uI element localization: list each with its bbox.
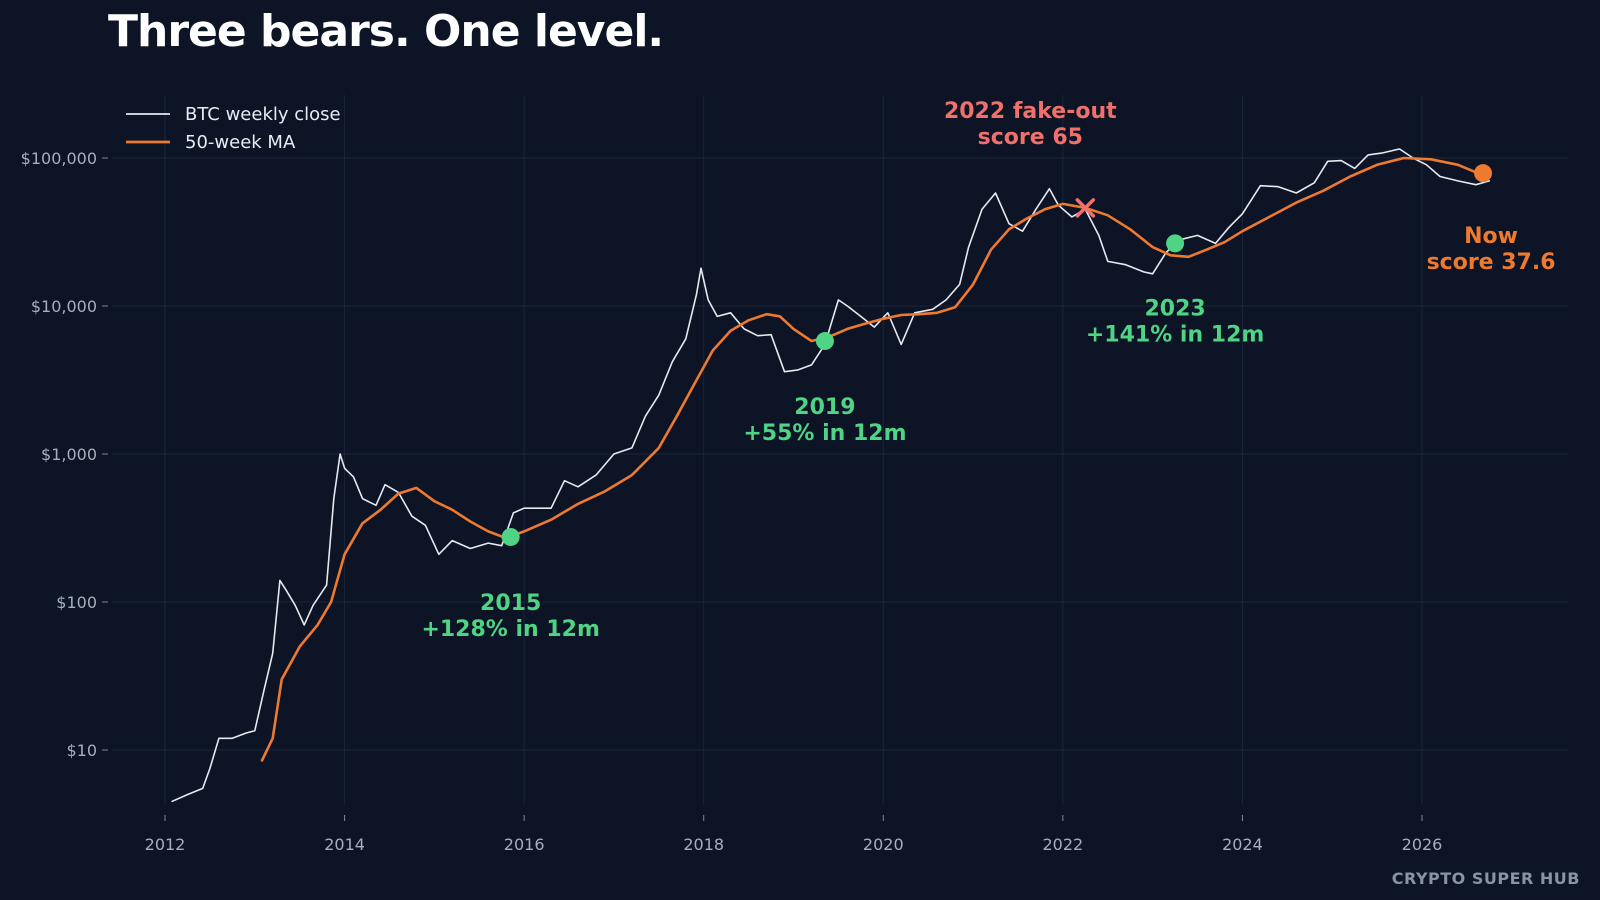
x-tick-label: 2016 <box>504 835 545 854</box>
annotation-marker <box>1075 198 1096 218</box>
brand-watermark: CRYPTO SUPER HUB <box>1391 869 1580 888</box>
y-tick-label: $10 <box>66 741 97 760</box>
annotation-marker <box>815 332 834 351</box>
annotation-label: 2022 fake-out <box>944 99 1117 124</box>
annotation-marker <box>1166 234 1185 253</box>
x-axis: 2012 2014 2016 2018 2020 2022 2024 2026 <box>145 815 1443 854</box>
annotation-marker <box>501 527 520 546</box>
series-line <box>171 148 1491 803</box>
x-tick-label: 2018 <box>683 835 724 854</box>
legend-label: BTC weekly close <box>185 104 341 125</box>
y-tick-label: $1,000 <box>41 445 97 464</box>
y-tick-label: $100 <box>56 593 97 612</box>
annotation-label: +128% in 12m <box>421 617 599 642</box>
x-tick-label: 2022 <box>1042 835 1083 854</box>
y-tick-label: $10,000 <box>31 297 97 316</box>
annotation-label: +141% in 12m <box>1086 322 1264 347</box>
x-tick-label: 2026 <box>1402 835 1443 854</box>
annotation-label: Now <box>1464 224 1518 249</box>
chart-title: Three bears. One level. <box>108 6 664 57</box>
x-tick-label: 2020 <box>863 835 904 854</box>
annotation-label: score 65 <box>978 125 1083 150</box>
annotation-label: +55% in 12m <box>743 421 906 446</box>
legend-label: 50-week MA <box>185 132 296 153</box>
annotation-marker <box>1474 164 1493 183</box>
annotation-label: score 37.6 <box>1427 250 1556 275</box>
annotation-label: 2015 <box>480 591 541 616</box>
series-line <box>260 156 1478 762</box>
y-axis: $10 $100 $1,000 $10,000 $100,000 <box>21 149 108 760</box>
series-lines <box>171 148 1491 803</box>
annotation-label: 2019 <box>794 395 855 420</box>
annotations: 2015+128% in 12m 2019+55% in 12m 2023+141%… <box>421 99 1555 642</box>
x-tick-label: 2014 <box>324 835 365 854</box>
y-tick-label: $100,000 <box>21 149 97 168</box>
annotation-label: 2023 <box>1144 296 1205 321</box>
legend: BTC weekly close 50-week MA <box>126 104 341 153</box>
grid-lines <box>112 95 1568 805</box>
x-tick-label: 2024 <box>1222 835 1263 854</box>
x-tick-label: 2012 <box>145 835 186 854</box>
